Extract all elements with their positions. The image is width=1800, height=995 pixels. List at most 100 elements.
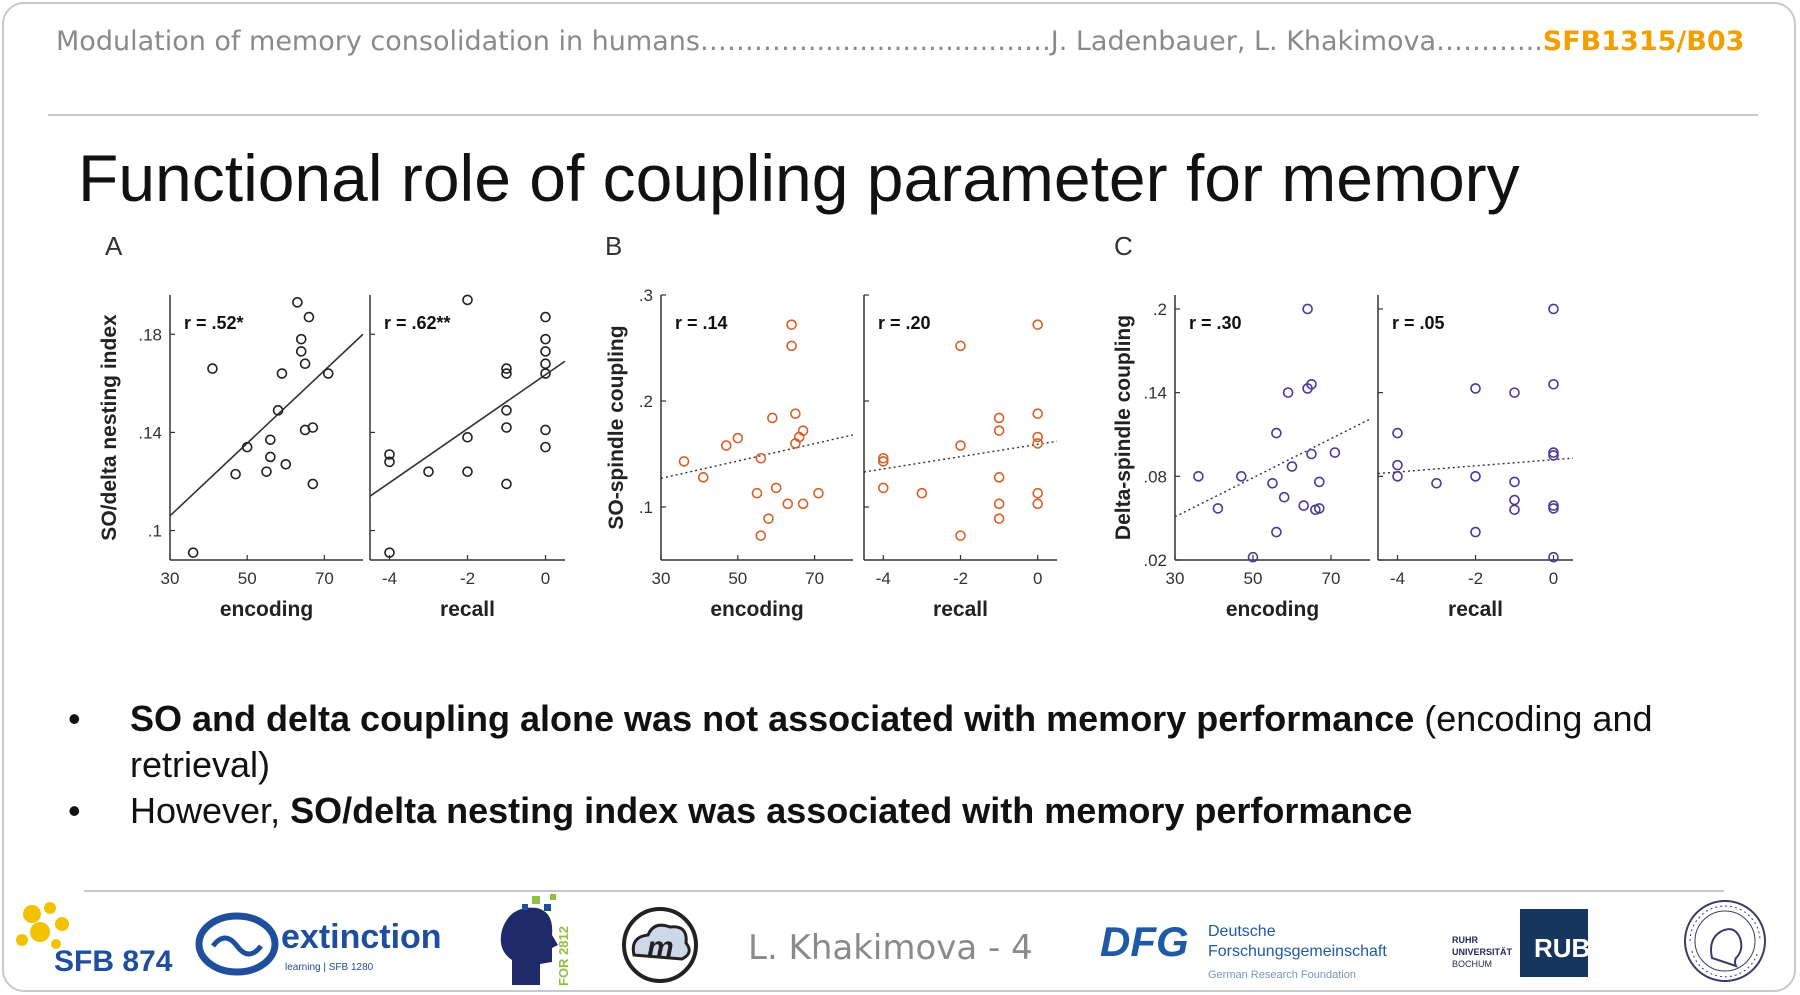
data-point: [993, 412, 1005, 424]
data-point: [955, 340, 966, 352]
bullet-item-1: • SO and delta coupling alone was not as…: [60, 696, 1740, 788]
regression-line: [1174, 418, 1371, 518]
data-point: [1509, 504, 1520, 516]
bullet-dot: •: [68, 698, 81, 739]
data-point: [732, 432, 744, 444]
header-tag: SFB1315/B03: [1542, 26, 1745, 57]
x-tick-label: 0: [1033, 569, 1042, 588]
data-point: [241, 441, 253, 453]
data-point: [1470, 526, 1481, 538]
data-point: [1286, 461, 1298, 472]
correlation-label: r = .14: [675, 313, 728, 333]
panel-letter-B: B: [605, 231, 622, 261]
data-point: [295, 333, 307, 345]
data-point: [540, 346, 551, 357]
data-point: [751, 487, 763, 499]
data-point: [322, 368, 334, 379]
y-tick-label: .3: [639, 286, 653, 305]
sfb874-text: SFB 874: [54, 945, 173, 978]
data-point: [1212, 503, 1224, 514]
y-tick-label: .14: [138, 423, 162, 442]
data-point: [292, 297, 303, 308]
correlation-label: r = .52*: [184, 313, 244, 333]
data-point: [1509, 476, 1520, 488]
regression-line: [169, 333, 364, 517]
x-tick-label: 30: [1166, 569, 1185, 588]
data-point: [1278, 491, 1290, 503]
y-tick-label: .14: [1143, 384, 1167, 403]
dfg-logo: DFG Deutsche Forschungsgemeinschaft Germ…: [1100, 918, 1387, 981]
data-point: [540, 441, 551, 453]
y-tick-label: .1: [639, 498, 653, 517]
data-point: [276, 368, 288, 379]
correlation-label: r = .05: [1392, 313, 1445, 333]
data-point: [955, 440, 966, 451]
for2812-logo: FOR 2812: [500, 894, 571, 986]
data-point: [1548, 303, 1559, 315]
data-point: [763, 513, 774, 524]
x-tick-label: 70: [805, 569, 824, 588]
x-tick-label: -4: [876, 569, 891, 588]
data-point: [1470, 471, 1481, 482]
x-tick-label: 0: [541, 569, 550, 588]
slide-header: Modulation of memory consolidation in hu…: [56, 26, 1744, 66]
y-tick-label: .02: [1143, 551, 1167, 570]
x-tick-label: -4: [1390, 569, 1405, 588]
header-divider: [48, 114, 1758, 116]
data-point: [462, 432, 473, 443]
data-point: [462, 466, 473, 477]
x-tick-label: -2: [953, 569, 968, 588]
data-point: [697, 472, 709, 483]
bullet-2-normal: However,: [130, 790, 291, 831]
data-point: [1032, 438, 1043, 449]
data-point: [1392, 427, 1403, 439]
data-point: [1509, 387, 1520, 398]
data-point: [813, 487, 824, 499]
y-tick-label: .2: [1153, 300, 1167, 319]
data-point: [1329, 447, 1341, 458]
data-point: [993, 498, 1005, 510]
data-point: [1271, 526, 1282, 538]
data-point: [280, 459, 292, 470]
data-point: [1548, 551, 1559, 563]
sfb874-logo: SFB 874: [16, 902, 173, 978]
data-point: [1267, 477, 1278, 489]
x-tick-label: 70: [1322, 569, 1341, 588]
data-point: [1548, 447, 1559, 458]
for2812-text: FOR 2812: [556, 926, 571, 986]
data-point: [1314, 503, 1325, 514]
x-axis-label: encoding: [1226, 598, 1319, 621]
data-point: [782, 498, 794, 510]
dfg-name-2: Forschungsgemeinschaft: [1208, 943, 1387, 960]
data-point: [1247, 551, 1259, 563]
y-tick-label: .1: [148, 522, 162, 541]
data-point: [265, 451, 276, 463]
data-point: [678, 456, 690, 467]
rub-logo: RUHR UNIVERSITÄT BOCHUM RUB: [1452, 909, 1590, 977]
data-point: [786, 319, 797, 330]
data-point: [540, 424, 551, 436]
correlation-label: r = .62**: [384, 313, 451, 333]
data-point: [790, 408, 801, 420]
data-point: [299, 358, 311, 370]
y-axis-label: Delta-spindle coupling: [1112, 315, 1135, 540]
data-point: [786, 340, 797, 352]
x-tick-label: -2: [460, 569, 475, 588]
x-tick-label: -4: [382, 569, 397, 588]
data-point: [384, 449, 395, 460]
x-tick-label: -2: [1468, 569, 1483, 588]
data-point: [1392, 459, 1403, 471]
bullet-2-bold: SO/delta nesting index was associated wi…: [290, 790, 1413, 831]
data-point: [770, 482, 782, 494]
regression-line: [863, 440, 1058, 473]
x-tick-label: 70: [315, 569, 334, 588]
panel-letter-C: C: [1114, 231, 1133, 261]
rub-line-1: RUHR: [1452, 935, 1478, 945]
data-point: [1302, 303, 1313, 315]
data-point: [1032, 319, 1043, 330]
x-tick-label: 30: [652, 569, 671, 588]
bullet-dot: •: [68, 790, 81, 831]
dfg-name-1: Deutsche: [1208, 923, 1276, 940]
